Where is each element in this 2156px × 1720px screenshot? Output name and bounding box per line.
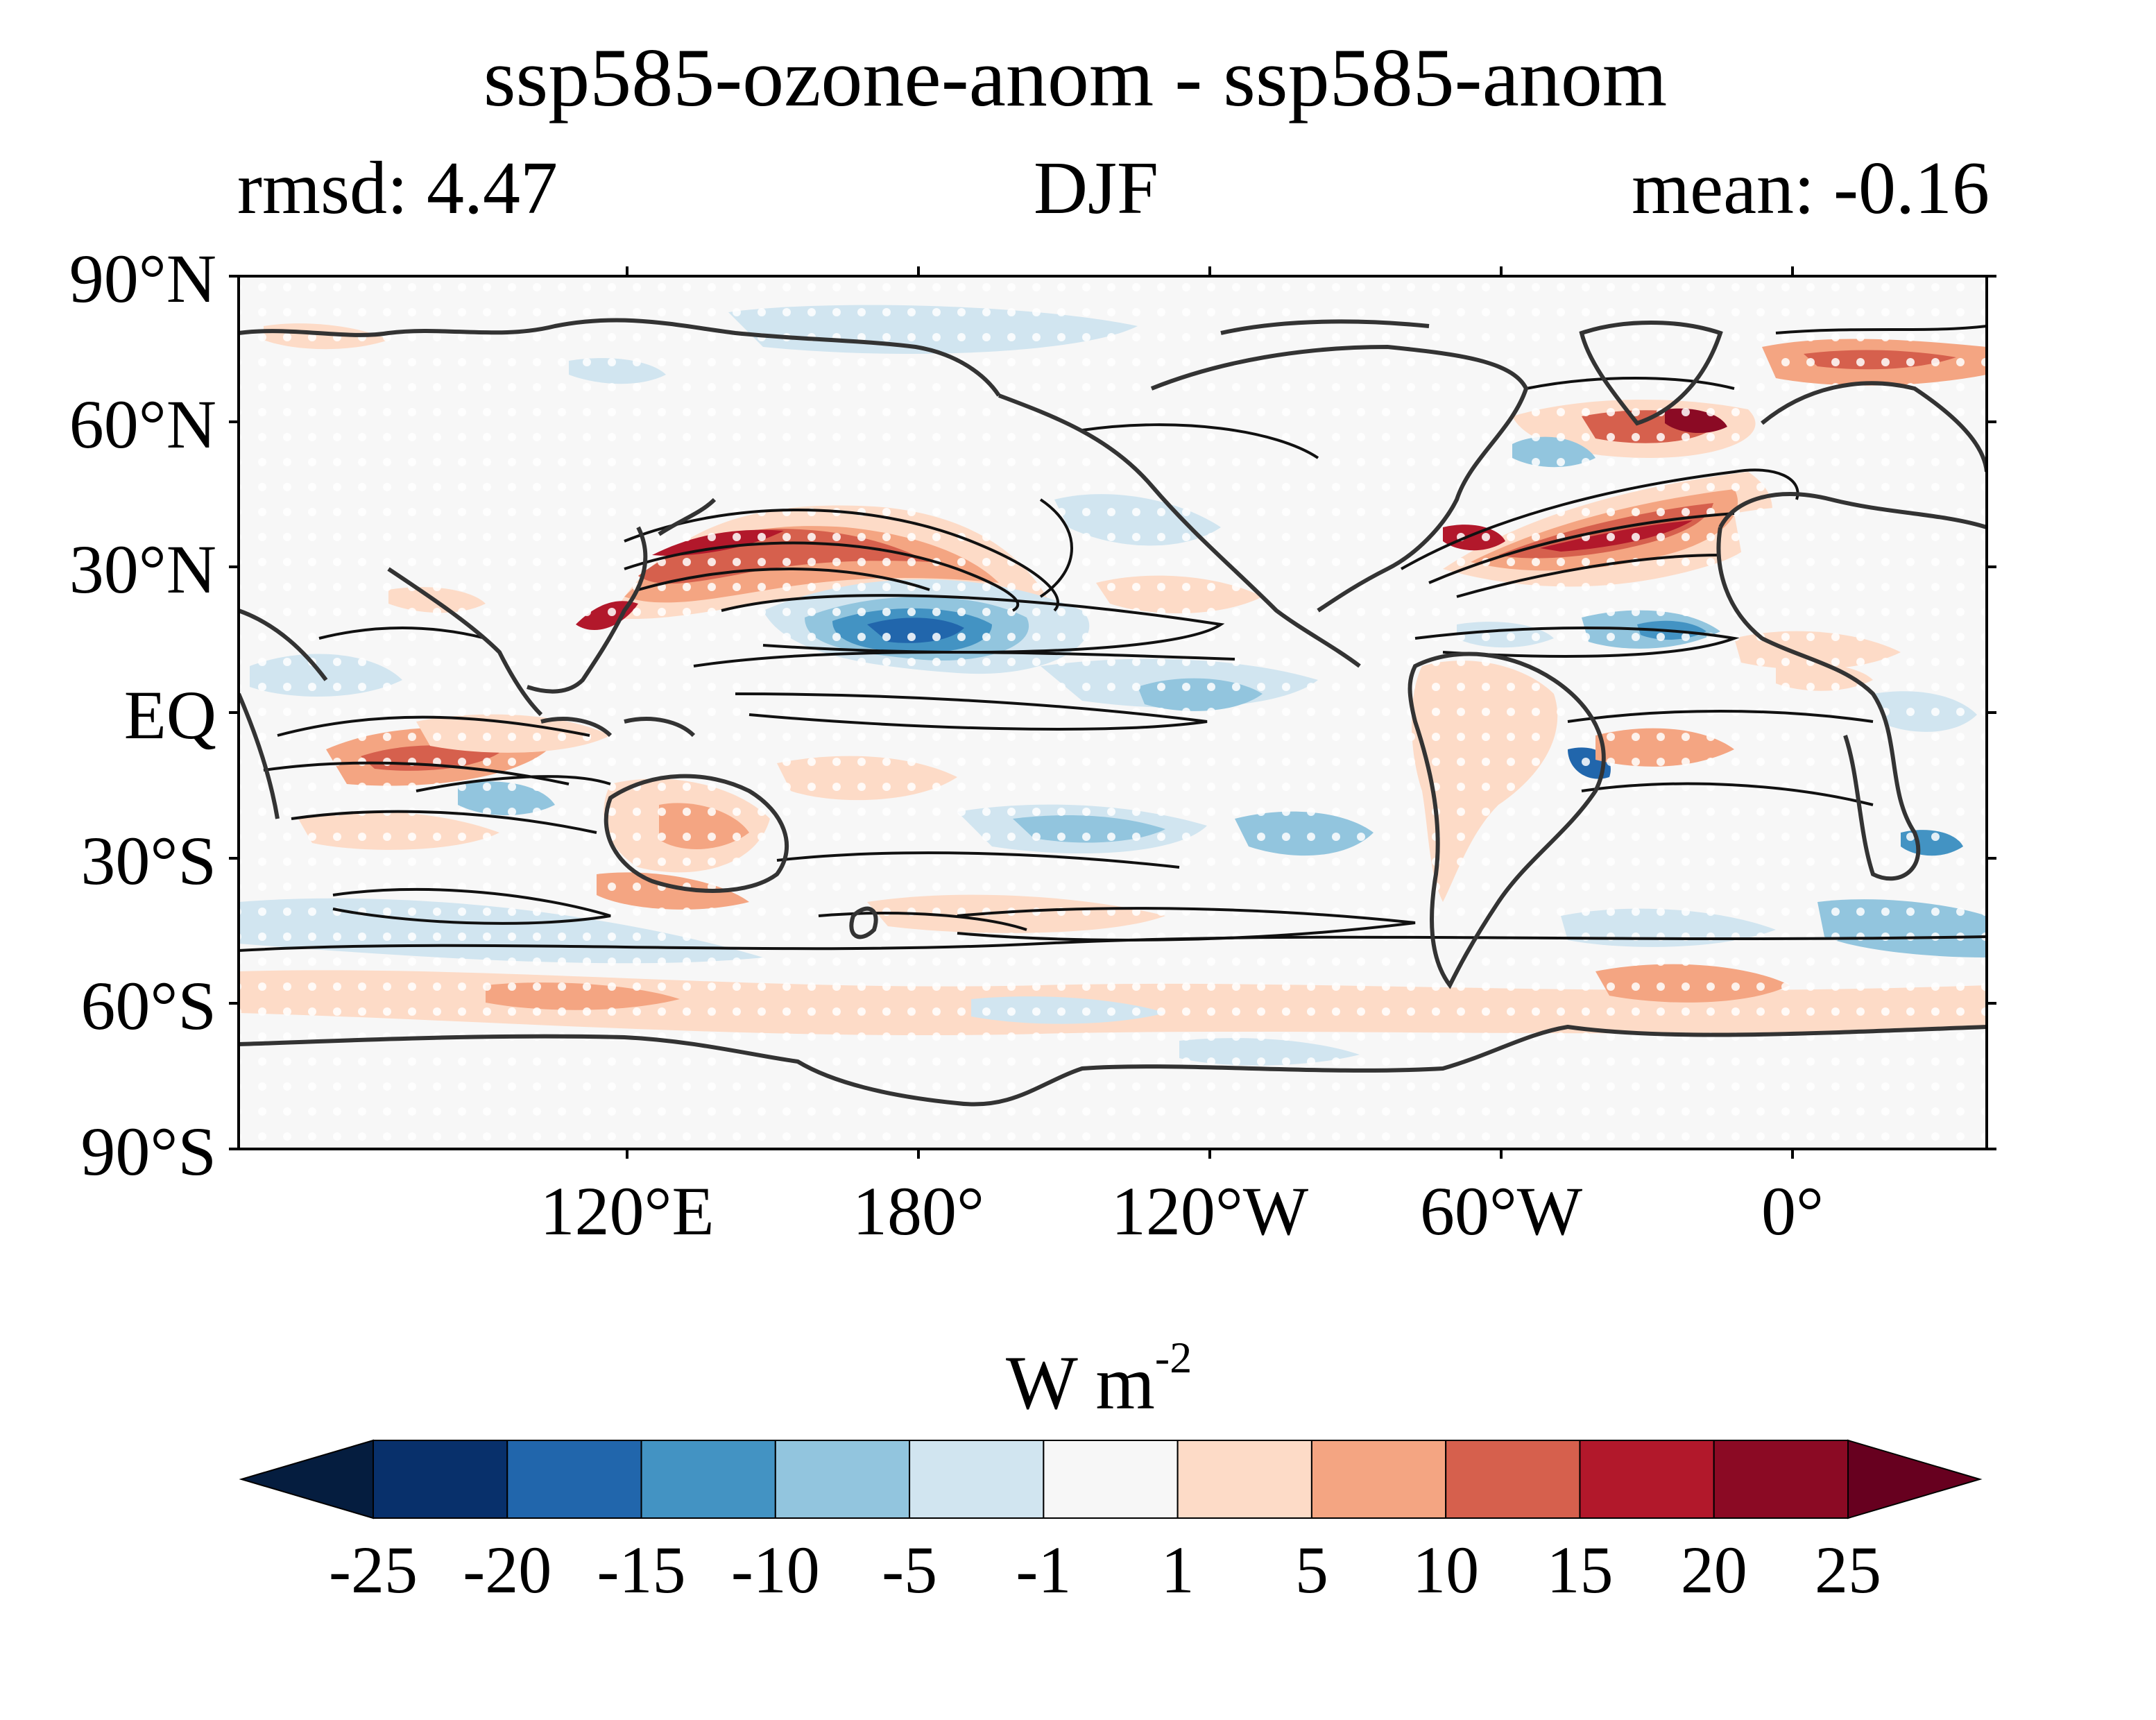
colorbar-swatch: [774, 1440, 911, 1519]
colorbar-tick-label: 10: [1412, 1533, 1480, 1607]
mean-label: mean: -0.16: [1632, 147, 1990, 230]
lat-tick-label: 30°S: [80, 822, 216, 899]
colorbar-swatch: [909, 1440, 1045, 1519]
map-title: ssp585-ozone-anom - ssp585-anom: [483, 31, 1668, 124]
colorbar-tick-label: 15: [1546, 1533, 1614, 1607]
colorbar-tick-label: -15: [597, 1533, 686, 1607]
lat-tick-label: EQ: [123, 676, 216, 753]
contour-lines: [239, 325, 1987, 952]
colorbar-tick-label: 1: [1161, 1533, 1195, 1607]
colorbar-tick-label: -5: [882, 1533, 938, 1607]
coastlines: [239, 318, 1987, 1107]
colorbar-tick-label: 25: [1815, 1533, 1881, 1607]
colorbar-swatch: [1043, 1440, 1179, 1519]
lat-tick-label: 90°N: [69, 240, 216, 317]
colorbar-unit-text: W m: [1006, 1340, 1155, 1425]
colorbar-tick-label: 20: [1680, 1533, 1747, 1607]
colorbar-swatch: [1310, 1440, 1447, 1519]
colorbar-swatch: [1177, 1440, 1312, 1519]
lon-tick-label: 0°: [1761, 1173, 1824, 1250]
colorbar-swatch: [506, 1440, 642, 1519]
lon-tick-label: 180°: [853, 1173, 984, 1250]
colorbar-extend-over: [1847, 1439, 1983, 1519]
colorbar: [239, 1439, 1983, 1519]
rmsd-label: rmsd: 4.47: [237, 147, 558, 230]
colorbar-tick-label: -20: [463, 1533, 552, 1607]
colorbar-tick-label: -25: [329, 1533, 418, 1607]
colorbar-swatch: [1445, 1440, 1581, 1519]
lon-tick-label: 120°E: [540, 1173, 715, 1250]
colorbar-unit-exponent: -2: [1154, 1333, 1192, 1382]
colorbar-extend-under: [239, 1439, 374, 1519]
lat-tick-label: 60°N: [69, 386, 216, 463]
lat-tick-label: 30°N: [69, 531, 216, 608]
colorbar-swatch: [640, 1440, 776, 1519]
colorbar-tick-label: -1: [1016, 1533, 1072, 1607]
season-label: DJF: [1034, 147, 1159, 230]
lon-tick-label: 120°W: [1111, 1173, 1309, 1250]
colorbar-swatch: [1579, 1440, 1715, 1519]
colorbar-swatch: [1713, 1440, 1849, 1519]
lat-tick-label: 90°S: [80, 1113, 216, 1190]
axis-ticks: [229, 266, 1996, 1159]
lon-tick-label: 60°W: [1419, 1173, 1583, 1250]
colorbar-unit-label: W m-2: [1006, 1333, 1192, 1422]
colorbar-tick-label: 5: [1294, 1533, 1328, 1607]
colorbar-tick-label: -10: [730, 1533, 820, 1607]
lat-tick-label: 60°S: [80, 967, 216, 1044]
colorbar-swatch: [373, 1440, 508, 1519]
